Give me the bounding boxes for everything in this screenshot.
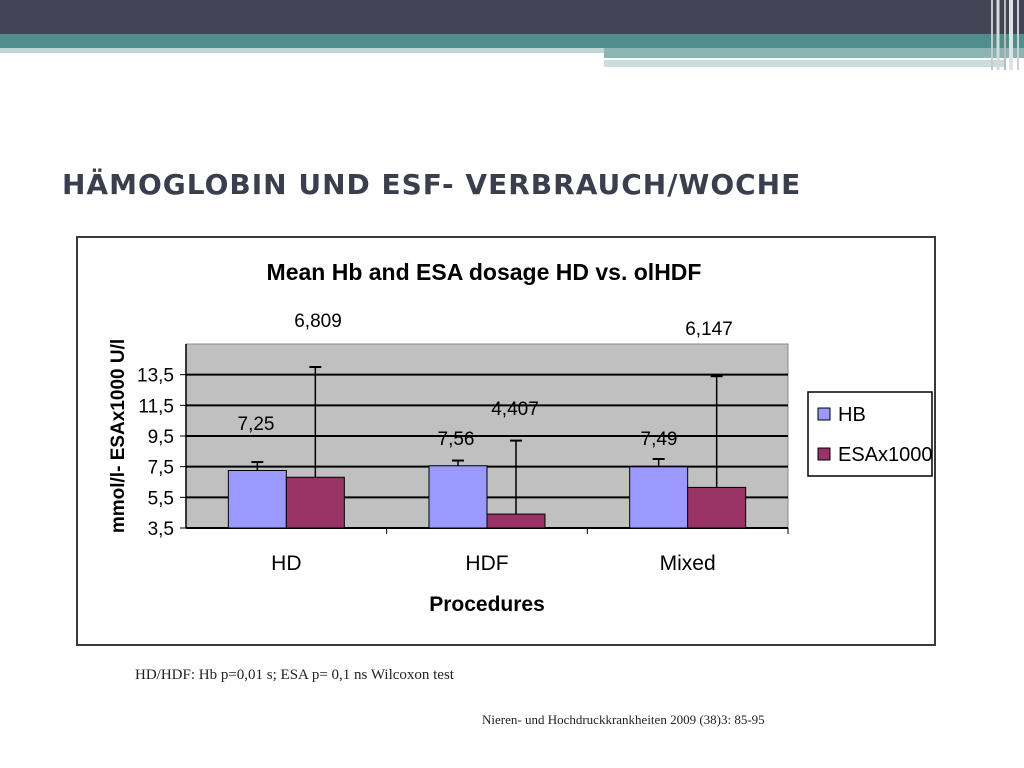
data-label: 6,809 xyxy=(294,311,342,332)
y-tick-label: 5,5 xyxy=(148,488,174,509)
corner-decoration xyxy=(991,0,1019,70)
footnote: HD/HDF: Hb p=0,01 s; ESA p= 0,1 ns Wilco… xyxy=(135,667,454,683)
x-tick-label: Mixed xyxy=(660,552,716,575)
bar-hb-hdf xyxy=(428,465,488,529)
data-label: 6,147 xyxy=(685,319,733,340)
legend-label-hb: HB xyxy=(838,404,866,426)
chart-title: Mean Hb and ESA dosage HD vs. olHDF xyxy=(267,259,702,285)
source-citation: Nieren- und Hochdruckkrankheiten 2009 (3… xyxy=(482,712,765,727)
header-band-light xyxy=(0,48,604,53)
header-band-pale xyxy=(604,60,1004,67)
y-tick-label: 9,5 xyxy=(148,427,174,448)
bar-esax1000-mixed xyxy=(687,486,747,529)
bar-esax1000-hdf xyxy=(486,513,546,529)
bar-hb-mixed xyxy=(629,466,689,529)
y-tick-label: 11,5 xyxy=(138,396,174,417)
bar-esax1000-hd xyxy=(285,476,345,529)
data-label: 7,25 xyxy=(238,414,275,435)
legend-label-esax1000: ESAx1000 xyxy=(838,444,933,466)
x-tick-label: HDF xyxy=(465,552,508,575)
header-band-accent xyxy=(604,48,1024,58)
y-axis-label: mmol/l- ESAx1000 U/l xyxy=(108,339,129,533)
legend-swatch-hb xyxy=(817,407,831,421)
bar-hb-hd xyxy=(227,470,287,529)
page-title: HÄMOGLOBIN UND ESF- VERBRAUCH/WOCHE xyxy=(62,168,802,201)
data-label: 7,56 xyxy=(438,429,475,450)
bar-chart: Mean Hb and ESA dosage HD vs. olHDF 3,5 5,… xyxy=(108,259,933,616)
data-label: 7,49 xyxy=(641,429,678,450)
y-tick-label: 3,5 xyxy=(148,519,174,540)
data-label: 4,407 xyxy=(491,399,539,420)
header-band-teal xyxy=(0,34,1024,48)
legend-swatch-esax1000 xyxy=(817,447,831,461)
header-band-dark xyxy=(0,0,1024,34)
x-axis-label: Procedures xyxy=(429,593,545,616)
y-tick-label: 13,5 xyxy=(137,366,174,387)
chart-frame: Mean Hb and ESA dosage HD vs. olHDF 3,5 5,… xyxy=(76,236,936,646)
legend xyxy=(807,391,933,477)
x-tick-label: HD xyxy=(271,552,301,575)
y-tick-label: 7,5 xyxy=(148,458,174,479)
